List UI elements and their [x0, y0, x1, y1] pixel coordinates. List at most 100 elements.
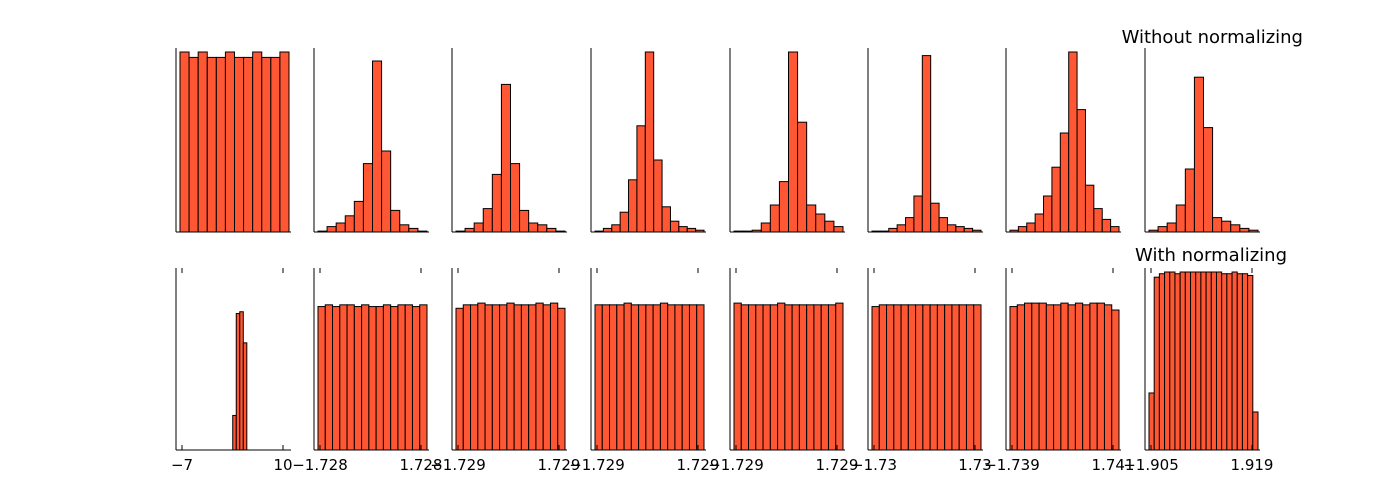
bar — [1060, 302, 1069, 451]
bar — [243, 56, 254, 233]
bar — [827, 304, 837, 451]
bar — [681, 304, 690, 451]
bar — [611, 224, 621, 233]
bar — [470, 304, 479, 451]
bar — [455, 307, 464, 451]
bar — [520, 304, 530, 451]
x-tick-label-min: −1.739 — [984, 456, 1040, 474]
bar — [1031, 302, 1040, 451]
x-tick-label-min: −1.728 — [292, 456, 348, 474]
bar — [346, 304, 355, 451]
bar — [913, 195, 923, 233]
bar — [1068, 51, 1078, 233]
bar — [652, 304, 661, 451]
bar — [353, 200, 364, 233]
bar — [270, 56, 281, 233]
bar — [1210, 271, 1217, 451]
bar — [252, 51, 263, 233]
bar — [1026, 222, 1036, 233]
bar — [239, 311, 244, 451]
bar — [815, 213, 826, 233]
bar — [381, 150, 392, 233]
bar — [1175, 204, 1186, 233]
bar — [326, 226, 337, 233]
bar — [557, 307, 566, 451]
bar — [499, 304, 508, 451]
bar — [963, 227, 974, 233]
bar — [644, 51, 655, 233]
panel-r2-c6: −1.73 1.73 — [851, 268, 992, 474]
bar — [813, 304, 822, 451]
bar — [636, 125, 646, 233]
bar — [506, 302, 515, 451]
bar — [893, 304, 902, 451]
bar — [390, 209, 401, 233]
bar — [1082, 304, 1091, 451]
bar — [344, 215, 355, 233]
bar — [382, 304, 392, 451]
bar — [197, 51, 208, 233]
bar — [667, 304, 676, 451]
bar — [390, 306, 399, 451]
bar — [1166, 222, 1177, 233]
x-tick-label-max: 10 — [273, 456, 292, 474]
bar — [353, 306, 363, 451]
bar — [824, 220, 835, 233]
bar — [482, 208, 493, 233]
bar — [537, 224, 548, 233]
bar — [778, 181, 789, 233]
bar — [1017, 226, 1028, 233]
bar — [477, 302, 486, 451]
bar — [419, 304, 428, 451]
bar — [372, 60, 383, 233]
bar — [1059, 132, 1070, 233]
bar — [1247, 274, 1254, 451]
bar — [661, 206, 671, 233]
bar — [510, 163, 521, 233]
row-title-with-normalizing: With normalizing — [1135, 245, 1287, 266]
x-tick-label-min: −1.905 — [1123, 456, 1179, 474]
bar — [748, 304, 757, 451]
x-tick-label-max: 1.729 — [538, 456, 581, 474]
bar — [696, 304, 705, 451]
bar — [755, 304, 764, 451]
x-tick-label-max: 1.728 — [400, 456, 443, 474]
bar — [261, 56, 272, 233]
row-title-without-normalizing: Without normalizing — [1122, 27, 1303, 48]
bar — [335, 222, 346, 233]
bar — [324, 304, 334, 451]
bar — [944, 304, 953, 451]
bar — [519, 209, 530, 233]
panel-r2-c2: −1.728 1.728 — [292, 268, 442, 474]
bar — [936, 304, 946, 451]
bar — [938, 217, 948, 233]
bar — [922, 304, 931, 451]
bar — [1110, 226, 1120, 233]
bar — [542, 304, 551, 451]
bar — [1169, 271, 1176, 451]
bar — [500, 83, 512, 233]
bar — [279, 51, 290, 233]
bar — [798, 304, 808, 451]
bar — [594, 304, 603, 451]
bar — [740, 304, 750, 451]
bar — [368, 306, 377, 451]
bar — [1111, 309, 1120, 451]
bar — [797, 121, 808, 233]
bar — [686, 227, 697, 233]
bar — [1241, 273, 1249, 451]
bar — [1236, 273, 1243, 451]
bar — [484, 304, 493, 451]
bar — [878, 304, 888, 451]
bar — [788, 51, 799, 233]
bar — [1043, 195, 1053, 233]
bar — [1101, 218, 1112, 233]
bar — [375, 306, 384, 451]
bar — [674, 304, 683, 451]
panel-r2-c7: −1.739 1.741 — [984, 268, 1134, 474]
bar — [235, 312, 241, 451]
panel-r1-c1 — [175, 48, 291, 233]
bar — [546, 227, 557, 233]
bar — [491, 173, 502, 233]
bar — [1148, 392, 1155, 451]
